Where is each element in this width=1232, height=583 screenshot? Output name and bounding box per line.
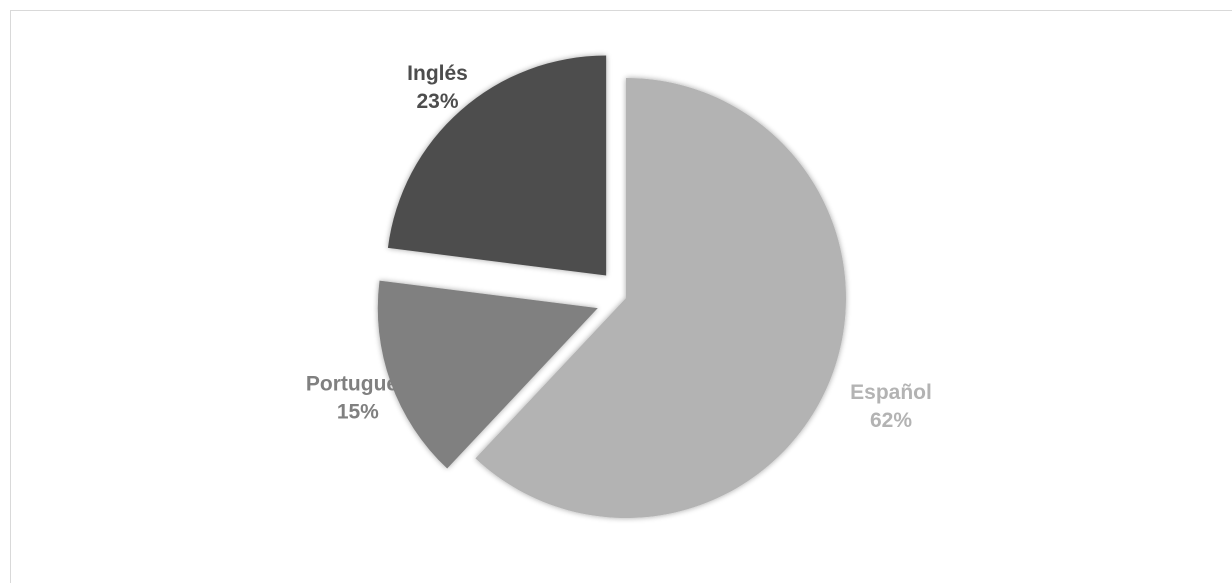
pie-labels: Español 62% Portugués 15% Inglés 23%	[306, 62, 932, 432]
data-label-ingles: Inglés 23%	[407, 62, 468, 113]
pie-slice-espanol	[475, 78, 846, 519]
data-label-espanol: Español 62%	[850, 381, 932, 432]
slice-percent-espanol: 62%	[870, 409, 912, 432]
pie-slice-portugues	[377, 280, 598, 469]
slice-name-portugues: Portugués	[306, 373, 410, 396]
slice-percent-portugues: 15%	[337, 401, 379, 424]
pie-slice-ingles	[387, 55, 607, 276]
data-label-portugues: Portugués 15%	[306, 373, 410, 424]
slice-name-ingles: Inglés	[407, 62, 468, 85]
slice-percent-ingles: 23%	[417, 90, 459, 113]
pie-slices	[377, 55, 846, 519]
slice-name-espanol: Español	[850, 381, 932, 404]
